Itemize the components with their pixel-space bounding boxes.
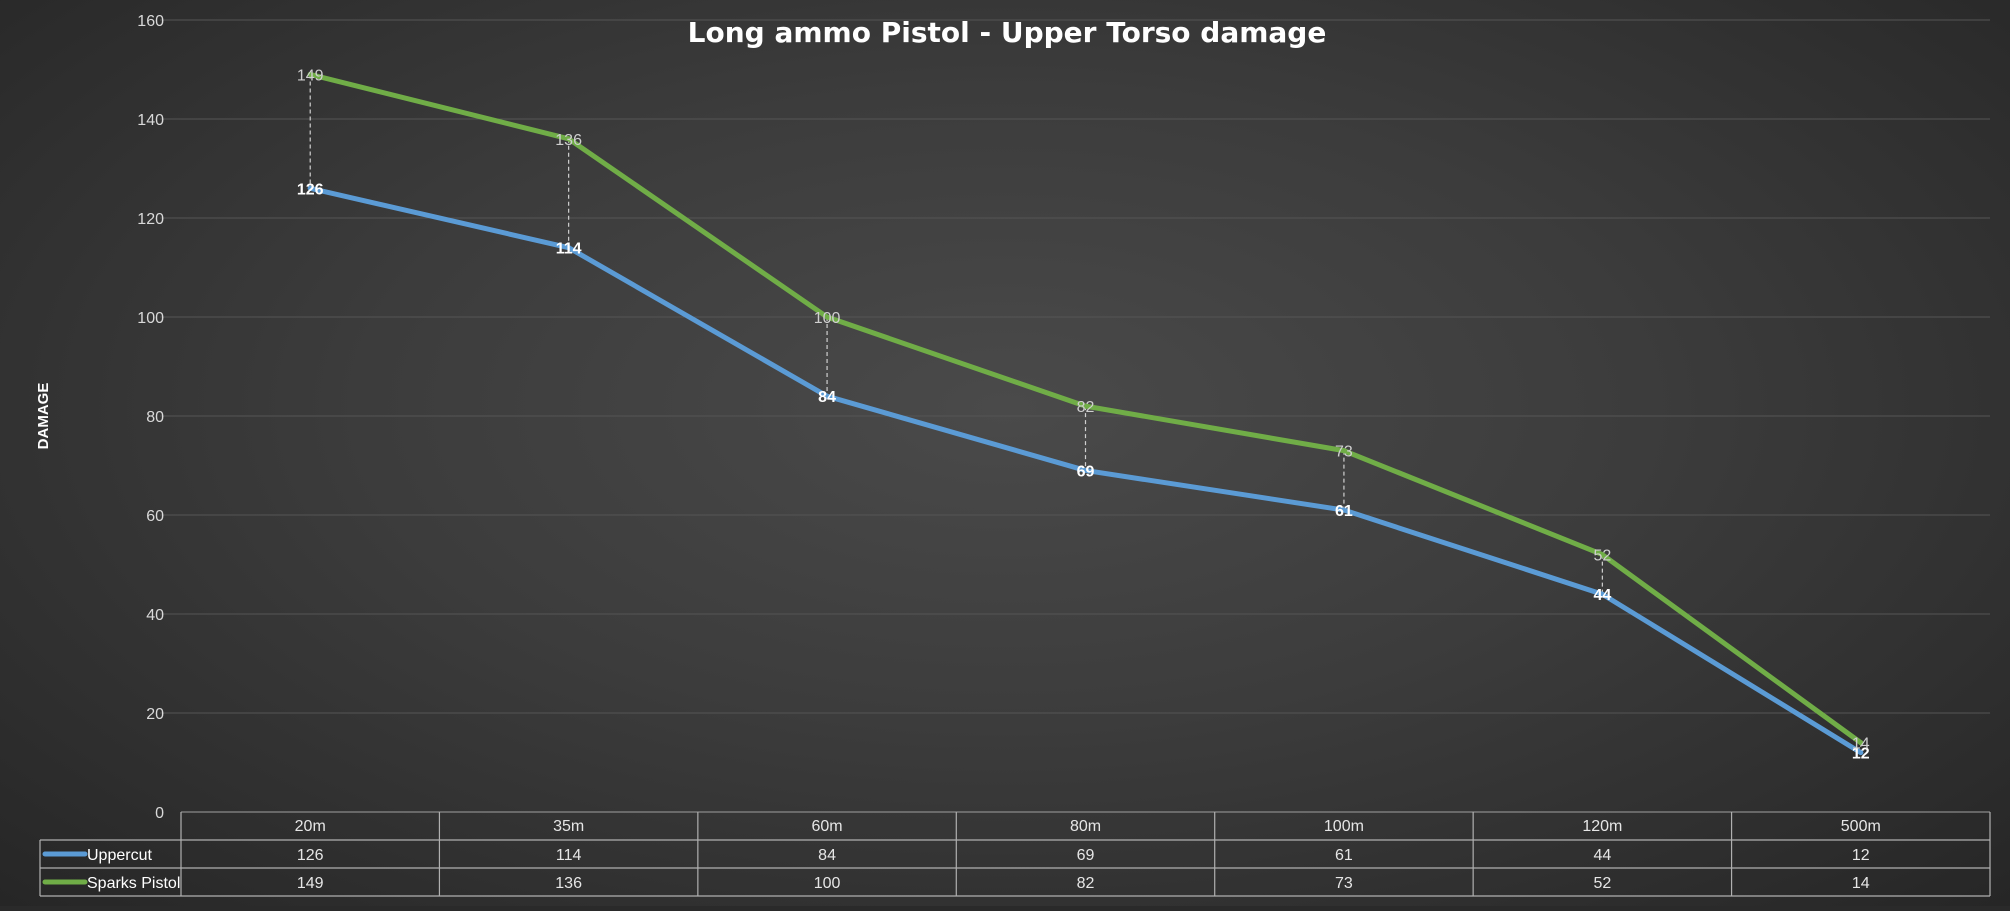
data-point <box>824 314 830 320</box>
data-point <box>1083 403 1088 409</box>
data-point <box>1599 591 1605 597</box>
table-cell: 44 <box>1593 847 1611 864</box>
data-label: 126 <box>297 181 324 198</box>
x-tick-label: 100m <box>1324 818 1364 835</box>
y-tick-label: 80 <box>146 409 164 426</box>
y-axis-ticks: 0 20 40 60 80 100 120 140 160 <box>137 13 164 822</box>
x-tick-label: 500m <box>1841 818 1881 835</box>
data-point <box>307 71 313 77</box>
data-point <box>1599 552 1605 558</box>
data-label: 52 <box>1593 548 1611 565</box>
x-tick-label: 20m <box>295 818 326 835</box>
y-tick-label: 0 <box>155 805 164 822</box>
table-cell: 114 <box>556 847 582 864</box>
series-lines <box>307 71 1864 756</box>
y-tick-label: 20 <box>146 706 164 723</box>
gridlines <box>160 19 1990 714</box>
data-point <box>307 185 313 191</box>
x-tick-label: 120m <box>1582 818 1622 835</box>
data-point <box>1083 467 1088 473</box>
y-tick-label: 40 <box>146 607 164 624</box>
table-cell: 82 <box>1077 875 1095 892</box>
table-cell: 73 <box>1335 875 1353 892</box>
data-label: 69 <box>1077 463 1095 480</box>
table-cell: 14 <box>1852 875 1870 892</box>
table-cell: 149 <box>297 875 324 892</box>
data-point <box>566 136 572 142</box>
table-cell: 69 <box>1077 847 1095 864</box>
y-tick-label: 60 <box>146 508 164 525</box>
table-cell: 61 <box>1335 847 1353 864</box>
data-label: 100 <box>814 310 841 327</box>
data-point <box>1858 740 1864 746</box>
data-label: 44 <box>1593 587 1611 604</box>
table-cell: 100 <box>814 875 841 892</box>
data-label: 14 <box>1852 736 1870 753</box>
y-tick-label: 140 <box>137 112 164 129</box>
x-tick-label: 80m <box>1070 818 1101 835</box>
table-cell: 52 <box>1593 875 1611 892</box>
x-tick-label: 60m <box>812 818 843 835</box>
data-label: 136 <box>555 132 582 149</box>
data-label: 82 <box>1077 399 1095 416</box>
table-cell: 84 <box>818 847 836 864</box>
table-cell: 136 <box>555 875 582 892</box>
table-cell: 126 <box>297 847 324 864</box>
data-point <box>1858 750 1864 756</box>
data-label: 149 <box>297 67 324 84</box>
y-axis-label: DAMAGE <box>35 383 52 450</box>
data-point <box>1341 448 1347 454</box>
y-tick-label: 160 <box>137 13 164 30</box>
legend-label: Uppercut <box>87 847 152 864</box>
data-point <box>824 393 830 399</box>
data-label: 12 <box>1852 746 1870 763</box>
data-label: 114 <box>556 241 582 258</box>
data-label: 61 <box>1335 503 1353 520</box>
y-tick-label: 120 <box>137 211 164 228</box>
data-label: 84 <box>818 389 836 406</box>
data-label: 73 <box>1335 444 1353 461</box>
chart-title: Long ammo Pistol - Upper Torso damage <box>688 16 1327 49</box>
x-tick-label: 35m <box>553 818 584 835</box>
legend-label: Sparks Pistol <box>87 875 180 892</box>
table-cell: 12 <box>1852 847 1870 864</box>
data-point <box>566 245 572 251</box>
data-point <box>1341 507 1347 513</box>
y-tick-label: 100 <box>137 310 164 327</box>
data-labels: 126 114 84 69 61 44 12 149 136 100 82 73 52 14 <box>297 67 1870 762</box>
